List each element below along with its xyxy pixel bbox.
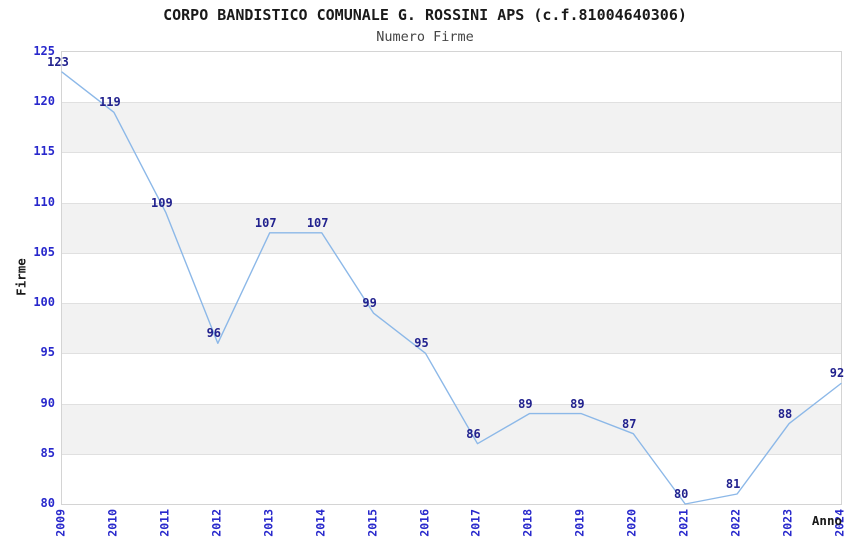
y-tick-label: 85 [40,445,55,460]
gridline [62,453,841,455]
data-label: 107 [306,215,329,230]
data-label: 109 [151,195,173,210]
x-tick-label: 2010 [105,509,120,537]
data-label: 119 [99,95,121,110]
chart-subtitle: Numero Firme [376,29,474,45]
gridline [62,303,841,305]
x-tick-label: 2009 [53,509,68,537]
gridline [62,353,841,355]
data-label: 96 [206,326,222,341]
data-label: 89 [570,396,585,411]
y-tick-label: 90 [40,395,55,410]
grid-band [62,202,841,253]
x-tick-label: 2014 [313,509,328,537]
grid-band [62,152,841,203]
y-tick-label: 105 [33,244,55,259]
grid-band [62,52,841,103]
data-label: 88 [777,406,793,421]
data-label: 95 [414,336,429,351]
y-tick-label: 95 [40,345,55,360]
x-tick-label: 2019 [572,509,587,537]
gridline [62,152,841,154]
data-label: 123 [47,55,69,70]
data-label: 89 [518,396,533,411]
grid-band [62,453,841,504]
chart-title: CORPO BANDISTICO COMUNALE G. ROSSINI APS… [163,6,687,24]
x-tick-label: 2012 [209,509,224,537]
x-tick-label: 2022 [728,509,743,537]
y-tick-label: 120 [33,94,55,109]
line-series-path [61,71,842,505]
data-label: 99 [362,296,377,311]
y-tick-label: 80 [40,496,55,510]
y-tick-label: 110 [33,194,55,209]
x-tick-label: 2021 [676,509,691,537]
x-tick-label: 2020 [624,509,639,537]
grid-band [62,353,841,404]
data-label: 92 [829,366,845,381]
data-label: 81 [725,476,741,491]
data-label: 86 [466,426,481,441]
y-axis-label: Firme [13,258,29,296]
y-tick-label: 100 [33,295,55,310]
y-tick-label: 125 [33,44,55,58]
x-tick-label: 2017 [468,509,483,537]
grid-band [62,403,841,454]
gridline [62,252,841,254]
gridline [62,102,841,104]
y-tick-label: 115 [33,144,55,159]
x-tick-label: 2013 [261,509,276,537]
gridline [62,403,841,405]
x-tick-label: 2018 [520,509,535,537]
x-tick-label: 2011 [157,509,172,537]
grid-band [62,102,841,153]
data-label: 107 [254,215,277,230]
x-tick-label: 2015 [365,509,380,537]
line-series [61,71,842,505]
grid-band [62,303,841,354]
data-label: 80 [673,487,689,501]
plot-area [61,51,842,505]
x-axis-label: Anno [811,513,842,528]
x-tick-label: 2023 [780,509,795,537]
data-label: 87 [622,416,637,431]
gridline [62,202,841,204]
x-tick-label: 2016 [417,509,432,537]
